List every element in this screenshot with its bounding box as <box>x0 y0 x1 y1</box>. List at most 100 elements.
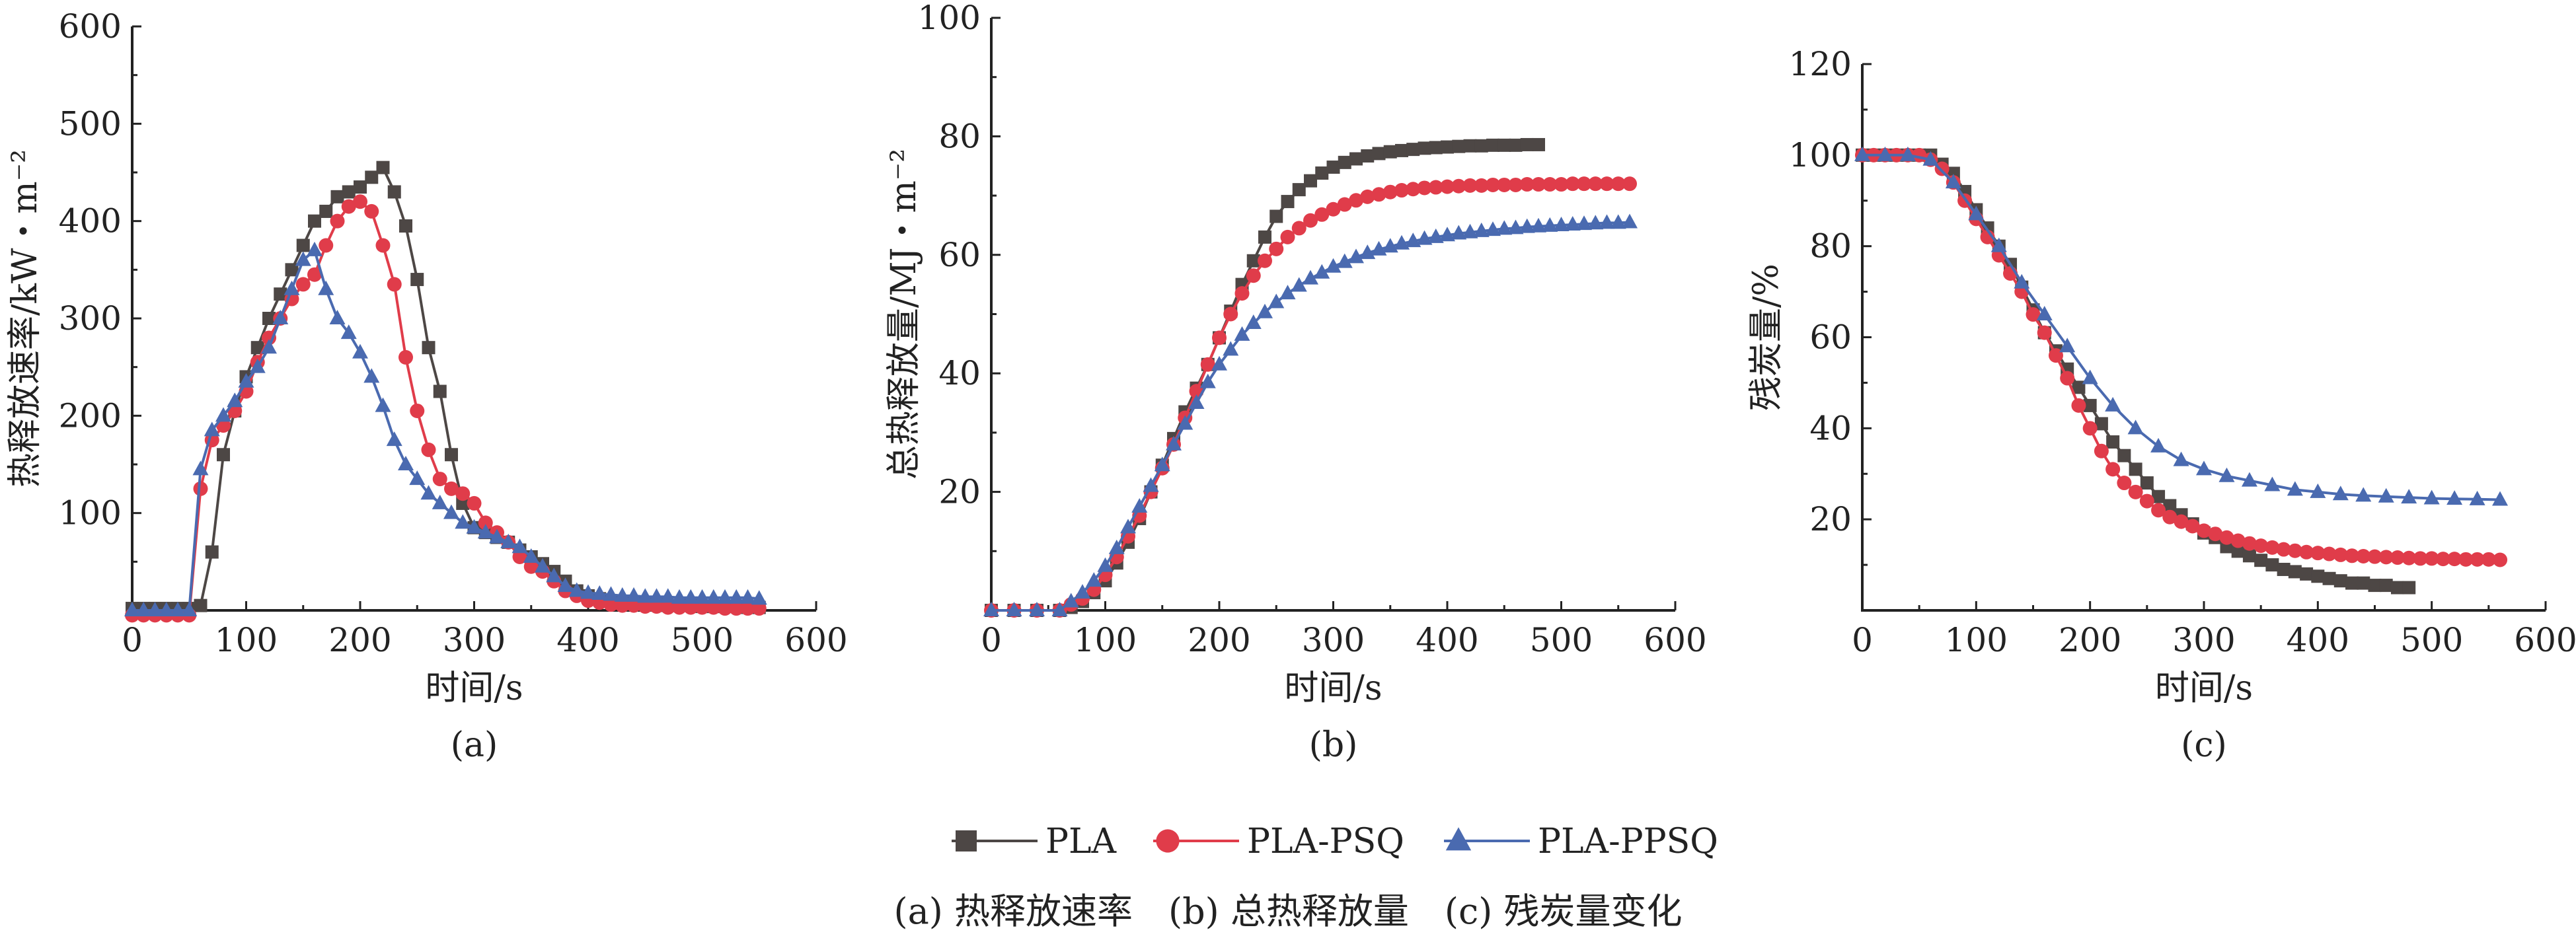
data-point <box>2378 488 2394 503</box>
data-point <box>2059 338 2076 353</box>
data-point <box>2117 449 2131 462</box>
legend-item-pla-psq: PLA-PSQ <box>1153 822 1404 861</box>
data-point <box>1474 139 1488 153</box>
data-point <box>2127 419 2144 435</box>
legend-label: PLA-PPSQ <box>1538 822 1718 861</box>
data-point <box>1405 233 1421 248</box>
data-point <box>285 263 299 277</box>
data-point <box>648 588 665 603</box>
data-point <box>660 588 676 603</box>
data-point <box>2163 499 2177 513</box>
series-line-pla <box>991 143 1538 612</box>
data-point <box>1564 216 1581 231</box>
data-point <box>1507 219 1524 235</box>
data-point <box>375 238 391 253</box>
data-point <box>205 545 219 559</box>
data-point <box>2332 486 2349 501</box>
data-point <box>1622 176 1637 192</box>
series-pla-ppsq <box>124 241 767 616</box>
data-point <box>2242 549 2256 563</box>
data-point <box>1268 293 1285 308</box>
data-point <box>274 287 287 301</box>
data-point <box>1509 138 1523 152</box>
y-axis-title: 总热释放量/MJ・m⁻² <box>884 149 924 480</box>
series-pla <box>985 137 1545 617</box>
data-point <box>1029 602 1045 616</box>
data-point <box>2129 462 2142 476</box>
data-point <box>1383 184 1398 199</box>
data-point <box>124 602 140 616</box>
data-point <box>194 598 208 612</box>
data-point <box>751 590 767 605</box>
data-point <box>1349 193 1363 208</box>
data-point <box>2152 489 2166 503</box>
x-tick-label: 500 <box>2400 621 2463 659</box>
data-point <box>1542 177 1558 192</box>
data-point <box>1223 341 1239 356</box>
data-point <box>1565 176 1580 192</box>
x-tick-label: 500 <box>1530 621 1593 659</box>
data-point <box>2230 533 2246 548</box>
x-tick-label: 300 <box>2172 621 2235 659</box>
series-pla-psq <box>1855 147 2508 567</box>
data-point <box>2357 576 2370 590</box>
data-point <box>1223 307 1238 322</box>
data-point <box>649 599 664 614</box>
data-point <box>420 485 437 500</box>
data-point <box>2458 552 2474 567</box>
data-point <box>319 204 333 218</box>
data-point <box>1246 268 1261 283</box>
x-tick-label: 100 <box>215 621 278 659</box>
data-point <box>1439 227 1455 242</box>
data-point <box>1519 218 1535 233</box>
data-point <box>1315 166 1329 180</box>
data-point <box>2390 581 2404 595</box>
x-tick-label: 100 <box>1074 621 1137 659</box>
legend-label: PLA <box>1045 822 1118 861</box>
data-point <box>1212 330 1227 345</box>
y-tick-label: 500 <box>59 104 122 143</box>
y-tick-label: 600 <box>59 7 122 46</box>
data-point <box>364 203 379 219</box>
data-point <box>319 238 334 253</box>
data-point <box>1292 183 1306 197</box>
data-point <box>2072 380 2086 394</box>
data-point <box>1383 145 1397 159</box>
figure-caption: (a) 热释放速率 (b) 总热释放量 (c) 残炭量变化 <box>894 890 1683 932</box>
data-point <box>1486 138 1499 152</box>
data-point <box>535 558 550 573</box>
y-tick-label: 100 <box>918 0 981 37</box>
data-point <box>1063 593 1079 608</box>
data-point <box>2402 581 2416 595</box>
data-point <box>1258 230 1271 244</box>
data-point <box>1968 205 1985 221</box>
data-point <box>1303 213 1318 228</box>
data-point <box>1097 557 1114 572</box>
x-axis-title: 时间/s <box>425 669 523 708</box>
data-point <box>660 600 675 615</box>
data-point <box>296 238 310 252</box>
x-axis-title: 时间/s <box>1284 669 1382 708</box>
x-tick-label: 200 <box>2059 621 2121 659</box>
data-point <box>706 600 721 615</box>
data-point <box>2322 571 2336 585</box>
data-point <box>694 589 710 604</box>
data-point <box>2173 451 2189 466</box>
data-point <box>466 519 482 534</box>
data-point <box>455 486 471 501</box>
data-point <box>227 392 243 408</box>
data-point <box>2310 546 2326 561</box>
data-point <box>1303 270 1318 285</box>
data-point <box>1372 147 1386 161</box>
data-point <box>1990 237 2007 252</box>
data-point <box>568 582 585 597</box>
data-point <box>512 549 527 564</box>
data-point <box>330 190 344 203</box>
data-point <box>2117 476 2132 491</box>
data-point <box>1519 177 1534 192</box>
data-point <box>1599 176 1614 192</box>
data-point <box>238 373 254 388</box>
x-tick-label: 300 <box>1302 621 1365 659</box>
data-point <box>2150 437 2167 453</box>
